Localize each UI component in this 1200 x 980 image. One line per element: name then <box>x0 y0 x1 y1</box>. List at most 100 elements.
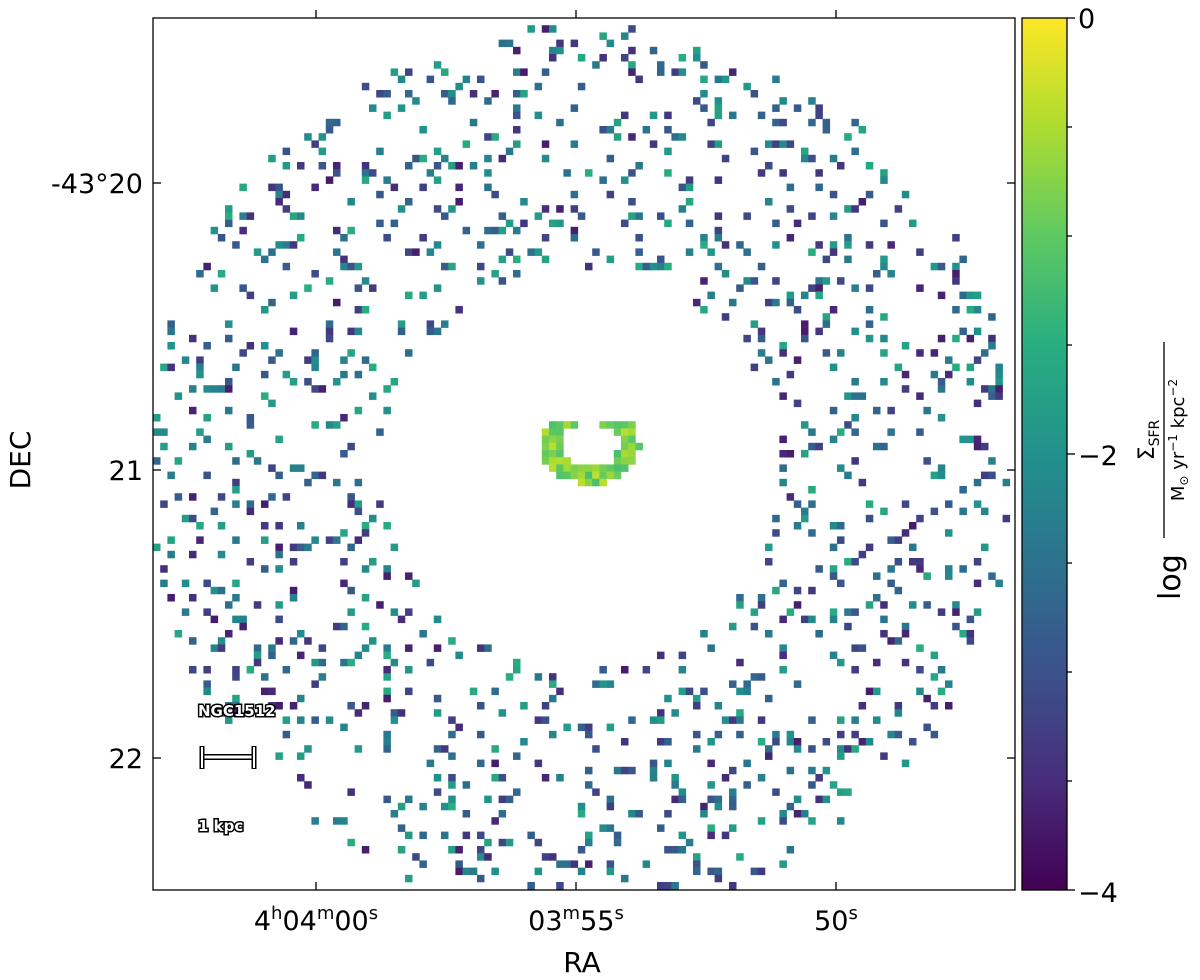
heatmap-pixel <box>469 118 478 127</box>
heatmap-pixel <box>685 687 694 696</box>
heatmap-pixel <box>642 262 651 271</box>
heatmap-pixel <box>757 716 766 724</box>
heatmap-pixel <box>966 291 975 300</box>
heatmap-pixel <box>873 406 881 415</box>
heatmap-pixel <box>750 608 759 616</box>
heatmap-pixel <box>729 298 737 307</box>
heatmap-pixel <box>549 442 557 451</box>
heatmap-pixel <box>210 644 219 652</box>
heatmap-pixel <box>455 162 463 170</box>
heatmap-pixel <box>865 334 874 343</box>
heatmap-pixel <box>477 831 485 840</box>
heatmap-pixel <box>793 522 802 530</box>
heatmap-pixel <box>383 673 391 681</box>
plot-frame <box>152 17 1016 891</box>
heatmap-pixel <box>721 270 730 278</box>
heatmap-pixel <box>829 651 838 660</box>
heatmap-pixel <box>599 54 607 62</box>
heatmap-pixel <box>808 486 816 494</box>
heatmap-pixel <box>678 788 687 796</box>
heatmap-pixel <box>340 817 348 825</box>
heatmap-pixel <box>318 658 327 667</box>
heatmap-pixel <box>916 558 924 566</box>
heatmap-pixel <box>959 486 967 494</box>
heatmap-pixel <box>433 241 442 249</box>
heatmap-pixel <box>383 176 391 184</box>
heatmap-pixel <box>405 795 413 804</box>
heatmap-pixel <box>664 738 672 746</box>
heatmap-pixel <box>225 385 233 393</box>
heatmap-pixel <box>628 442 636 451</box>
heatmap-pixel <box>441 831 449 840</box>
heatmap-pixel <box>837 522 845 530</box>
heatmap-pixel <box>297 651 305 660</box>
heatmap-pixel <box>930 370 939 379</box>
heatmap-pixel <box>354 284 363 292</box>
heatmap-pixel <box>714 702 723 710</box>
heatmap-pixel <box>736 601 744 609</box>
heatmap-pixel <box>887 730 895 739</box>
heatmap-pixel <box>549 54 557 62</box>
heatmap-pixel <box>297 752 305 760</box>
heatmap-pixel <box>484 97 492 105</box>
heatmap-pixel <box>621 666 629 674</box>
heatmap-pixel <box>822 795 831 804</box>
heatmap-pixel <box>318 133 327 141</box>
heatmap-pixel <box>376 500 384 508</box>
heatmap-pixel <box>318 385 327 393</box>
heatmap-pixel <box>700 810 708 818</box>
heatmap-pixel <box>491 745 499 753</box>
heatmap-pixel <box>311 536 319 544</box>
heatmap-pixel <box>966 615 975 624</box>
heatmap-pixel <box>556 457 564 465</box>
heatmap-pixel <box>721 313 730 321</box>
heatmap-pixel <box>657 882 665 890</box>
heatmap-pixel <box>563 464 571 472</box>
heatmap-pixel <box>937 378 946 386</box>
heatmap-pixel <box>786 766 795 775</box>
heatmap-pixel <box>743 212 751 220</box>
heatmap-pixel <box>635 810 643 818</box>
heatmap-pixel <box>693 702 701 710</box>
heatmap-pixel <box>311 680 319 688</box>
heatmap-pixel <box>347 702 355 710</box>
heatmap-pixel <box>678 795 687 804</box>
heatmap-pixel <box>570 190 579 199</box>
heatmap-pixel <box>577 464 586 472</box>
heatmap-pixel <box>729 716 737 724</box>
heatmap-pixel <box>844 608 852 616</box>
heatmap-pixel <box>354 406 363 415</box>
heatmap-pixel <box>419 126 427 134</box>
heatmap-pixel <box>390 219 399 228</box>
heatmap-pixel <box>916 284 924 292</box>
heatmap-pixel <box>865 241 874 249</box>
heatmap-pixel <box>196 522 204 530</box>
heatmap-pixel <box>664 219 672 228</box>
heatmap-pixel <box>563 169 571 177</box>
heatmap-pixel <box>765 745 773 753</box>
heatmap-pixel <box>613 428 622 436</box>
heatmap-pixel <box>930 651 939 660</box>
heatmap-pixel <box>491 133 499 141</box>
heatmap-pixel <box>808 428 816 436</box>
heatmap-pixel <box>592 464 600 472</box>
heatmap-pixel <box>426 169 435 177</box>
heatmap-pixel <box>477 874 485 883</box>
heatmap-pixel <box>570 421 579 429</box>
heatmap-pixel <box>232 478 240 487</box>
heatmap-pixel <box>433 147 442 156</box>
heatmap-pixel <box>556 687 564 696</box>
heatmap-pixel <box>347 493 355 501</box>
heatmap-pixel <box>549 219 557 228</box>
heatmap-pixel <box>952 306 960 314</box>
heatmap-pixel <box>361 82 370 91</box>
heatmap-pixel <box>318 162 327 170</box>
heatmap-pixel <box>433 745 442 753</box>
heatmap-pixel <box>995 370 1003 379</box>
heatmap-pixel <box>829 406 838 415</box>
heatmap-pixel <box>383 666 391 674</box>
heatmap-pixel <box>426 658 435 667</box>
heatmap-pixel <box>369 637 377 645</box>
heatmap-pixel <box>851 745 859 753</box>
heatmap-pixel <box>455 723 463 732</box>
